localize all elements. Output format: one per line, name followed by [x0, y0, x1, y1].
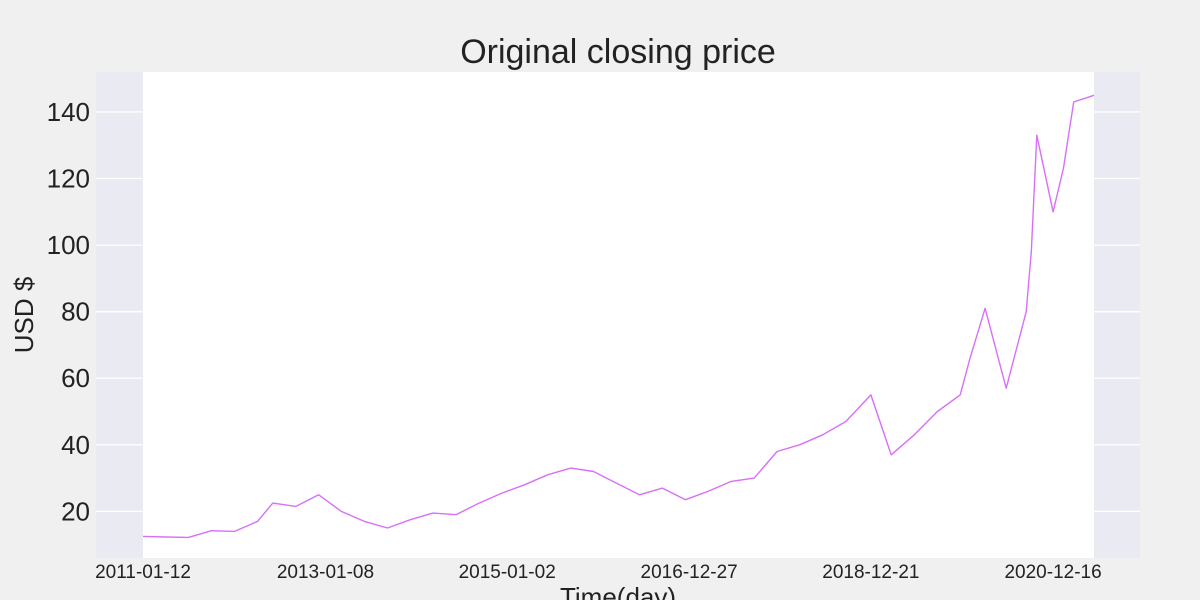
y-tick-label: 40 [61, 430, 90, 460]
x-tick-label: 2018-12-21 [822, 562, 919, 583]
y-tick-label: 60 [61, 363, 90, 393]
x-tick-label: 2016-12-27 [641, 562, 738, 583]
y-tick-label: 140 [47, 97, 90, 127]
y-axis-label: USD $ [9, 276, 39, 353]
grid-lines [96, 111, 1140, 513]
y-tick-label: 100 [47, 230, 90, 260]
chart-title: Original closing price [460, 33, 776, 71]
x-tick-label: 2013-01-08 [277, 562, 374, 583]
x-tick-labels: 2011-01-12 2013-01-08 2015-01-02 2016-12-27… [95, 562, 1102, 583]
y-tick-label: 80 [61, 297, 90, 327]
y-tick-label: 20 [61, 496, 90, 526]
x-axis-label: Time(day) [560, 582, 676, 600]
x-tick-label: 2011-01-12 [95, 562, 191, 583]
plot-area [143, 72, 1094, 558]
x-tick-label: 2015-01-02 [459, 562, 556, 583]
y-tick-label: 120 [47, 164, 90, 194]
closing-price-line [142, 94, 1095, 539]
x-tick-label: 2020-12-16 [1004, 562, 1101, 583]
y-tick-labels: 20 40 60 80 100 120 140 [47, 97, 90, 526]
